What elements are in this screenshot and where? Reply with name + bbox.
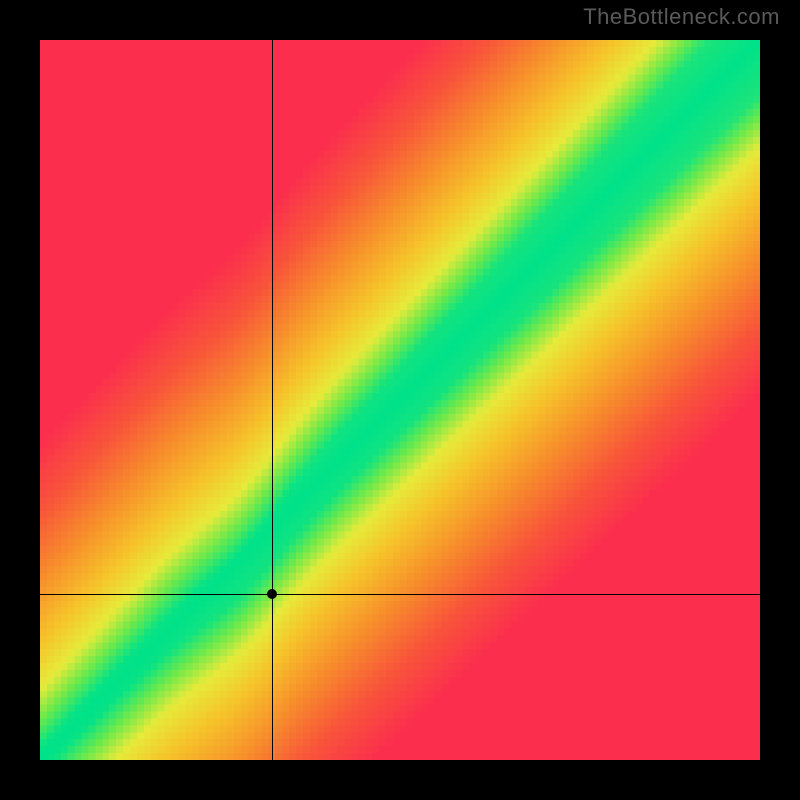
heatmap-canvas — [40, 40, 760, 760]
attribution-text: TheBottleneck.com — [583, 4, 780, 30]
chart-container: TheBottleneck.com — [0, 0, 800, 800]
plot-area — [40, 40, 760, 760]
